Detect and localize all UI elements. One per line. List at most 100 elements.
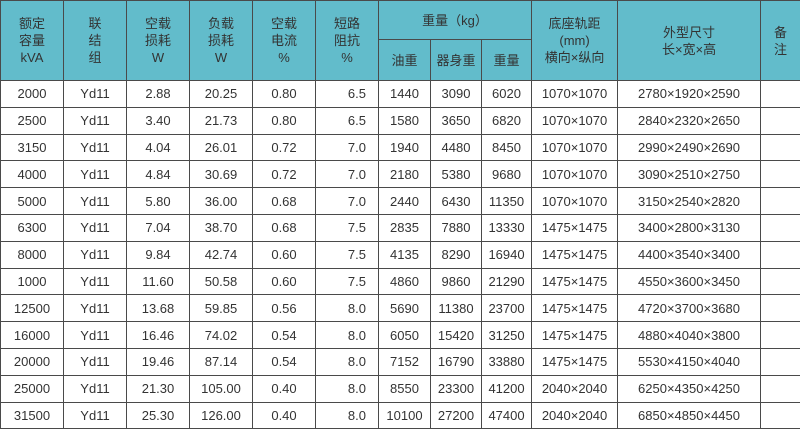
cell-capacity: 5000: [0, 187, 64, 215]
cell-connection: Yd11: [63, 187, 127, 215]
table-row: 25000 Yd11 21.30 105.00 0.40 8.0 8550 23300 4120…: [0, 374, 800, 403]
cell-capacity: 4000: [0, 160, 64, 189]
cell-body-weight: 3650: [430, 106, 482, 135]
cell-connection: Yd11: [63, 294, 127, 323]
cell-no-load-current: 0.72: [252, 160, 316, 189]
cell-body-weight: 27200: [430, 401, 482, 429]
cell-connection: Yd11: [63, 133, 127, 162]
cell-no-load-loss: 2.88: [126, 80, 190, 108]
cell-load-loss: 38.70: [189, 213, 253, 242]
cell-body-weight: 15420: [430, 321, 482, 349]
table-row: 2500 Yd11 3.40 21.73 0.80 6.5 1580 3650 6820 1070…: [0, 106, 800, 135]
cell-capacity: 25000: [0, 374, 64, 403]
cell-no-load-loss: 3.40: [126, 106, 190, 135]
header-gauge: 底座轨距 (mm) 横向×纵向: [531, 0, 619, 81]
cell-no-load-loss: 5.80: [126, 187, 190, 215]
header-weight-group: 重量（kg）: [377, 0, 533, 40]
cell-total-weight: 23700: [480, 294, 533, 323]
cell-dimensions: 6850×4850×4450: [617, 401, 762, 429]
cell-dimensions: 2840×2320×2650: [617, 106, 762, 135]
cell-remarks: [760, 213, 800, 242]
cell-remarks: [760, 347, 800, 376]
table-row: 5000 Yd11 5.80 36.00 0.68 7.0 2440 6430 11350 107…: [0, 187, 800, 215]
cell-impedance: 7.0: [315, 187, 379, 215]
cell-gauge: 1475×1475: [531, 321, 619, 349]
cell-no-load-current: 0.68: [252, 187, 316, 215]
cell-no-load-loss: 11.60: [126, 267, 190, 296]
cell-gauge: 1475×1475: [531, 240, 619, 269]
cell-connection: Yd11: [63, 321, 127, 349]
cell-no-load-loss: 21.30: [126, 374, 190, 403]
cell-capacity: 31500: [0, 401, 64, 429]
cell-total-weight: 9680: [480, 160, 533, 189]
cell-remarks: [760, 240, 800, 269]
table-body: 2000 Yd11 2.88 20.25 0.80 6.5 1440 3090 6020 1070…: [0, 80, 800, 429]
cell-no-load-current: 0.40: [252, 374, 316, 403]
cell-no-load-current: 0.80: [252, 106, 316, 135]
cell-gauge: 1070×1070: [531, 160, 619, 189]
cell-gauge: 1475×1475: [531, 347, 619, 376]
header-dimensions: 外型尺寸 长×宽×高: [617, 0, 762, 81]
cell-no-load-loss: 9.84: [126, 240, 190, 269]
cell-gauge: 2040×2040: [531, 401, 619, 429]
cell-capacity: 3150: [0, 133, 64, 162]
header-load-loss: 负载 损耗 W: [189, 0, 253, 81]
cell-impedance: 7.0: [315, 133, 379, 162]
header-total-weight: 重量: [480, 39, 533, 81]
cell-total-weight: 31250: [480, 321, 533, 349]
cell-oil-weight: 4135: [378, 240, 431, 269]
cell-no-load-current: 0.80: [252, 80, 316, 108]
cell-total-weight: 21290: [480, 267, 533, 296]
cell-capacity: 8000: [0, 240, 64, 269]
cell-gauge: 1475×1475: [531, 294, 619, 323]
cell-body-weight: 11380: [430, 294, 482, 323]
cell-gauge: 1070×1070: [531, 187, 619, 215]
cell-connection: Yd11: [63, 213, 127, 242]
cell-no-load-loss: 4.84: [126, 160, 190, 189]
cell-body-weight: 8290: [430, 240, 482, 269]
cell-impedance: 8.0: [315, 374, 379, 403]
cell-total-weight: 33880: [480, 347, 533, 376]
cell-oil-weight: 2440: [378, 187, 431, 215]
cell-no-load-loss: 19.46: [126, 347, 190, 376]
cell-connection: Yd11: [63, 347, 127, 376]
cell-oil-weight: 6050: [378, 321, 431, 349]
cell-load-loss: 87.14: [189, 347, 253, 376]
header-remarks: 备注: [760, 0, 800, 81]
cell-gauge: 1475×1475: [531, 213, 619, 242]
cell-dimensions: 4400×3540×3400: [617, 240, 762, 269]
cell-load-loss: 30.69: [189, 160, 253, 189]
cell-load-loss: 21.73: [189, 106, 253, 135]
cell-capacity: 6300: [0, 213, 64, 242]
cell-impedance: 8.0: [315, 321, 379, 349]
table-row: 4000 Yd11 4.84 30.69 0.72 7.0 2180 5380 9680 1070…: [0, 160, 800, 189]
cell-no-load-current: 0.68: [252, 213, 316, 242]
cell-oil-weight: 8550: [378, 374, 431, 403]
cell-remarks: [760, 401, 800, 429]
table-row: 6300 Yd11 7.04 38.70 0.68 7.5 2835 7880 13330 147…: [0, 213, 800, 242]
table-row: 16000 Yd11 16.46 74.02 0.54 8.0 6050 15420 31250…: [0, 321, 800, 349]
cell-no-load-current: 0.60: [252, 267, 316, 296]
cell-gauge: 1070×1070: [531, 80, 619, 108]
cell-load-loss: 36.00: [189, 187, 253, 215]
cell-connection: Yd11: [63, 240, 127, 269]
cell-gauge: 1070×1070: [531, 106, 619, 135]
cell-oil-weight: 7152: [378, 347, 431, 376]
header-no-load-loss: 空载 损耗 W: [126, 0, 190, 81]
header-capacity: 额定 容量 kVA: [0, 0, 64, 81]
cell-remarks: [760, 294, 800, 323]
cell-total-weight: 6820: [480, 106, 533, 135]
cell-dimensions: 6250×4350×4250: [617, 374, 762, 403]
cell-no-load-current: 0.72: [252, 133, 316, 162]
cell-impedance: 7.0: [315, 160, 379, 189]
cell-impedance: 8.0: [315, 294, 379, 323]
cell-body-weight: 23300: [430, 374, 482, 403]
cell-gauge: 2040×2040: [531, 374, 619, 403]
cell-capacity: 16000: [0, 321, 64, 349]
cell-impedance: 8.0: [315, 401, 379, 429]
header-impedance: 短路 阻抗%: [315, 0, 379, 81]
cell-impedance: 7.5: [315, 213, 379, 242]
cell-total-weight: 47400: [480, 401, 533, 429]
cell-impedance: 8.0: [315, 347, 379, 376]
